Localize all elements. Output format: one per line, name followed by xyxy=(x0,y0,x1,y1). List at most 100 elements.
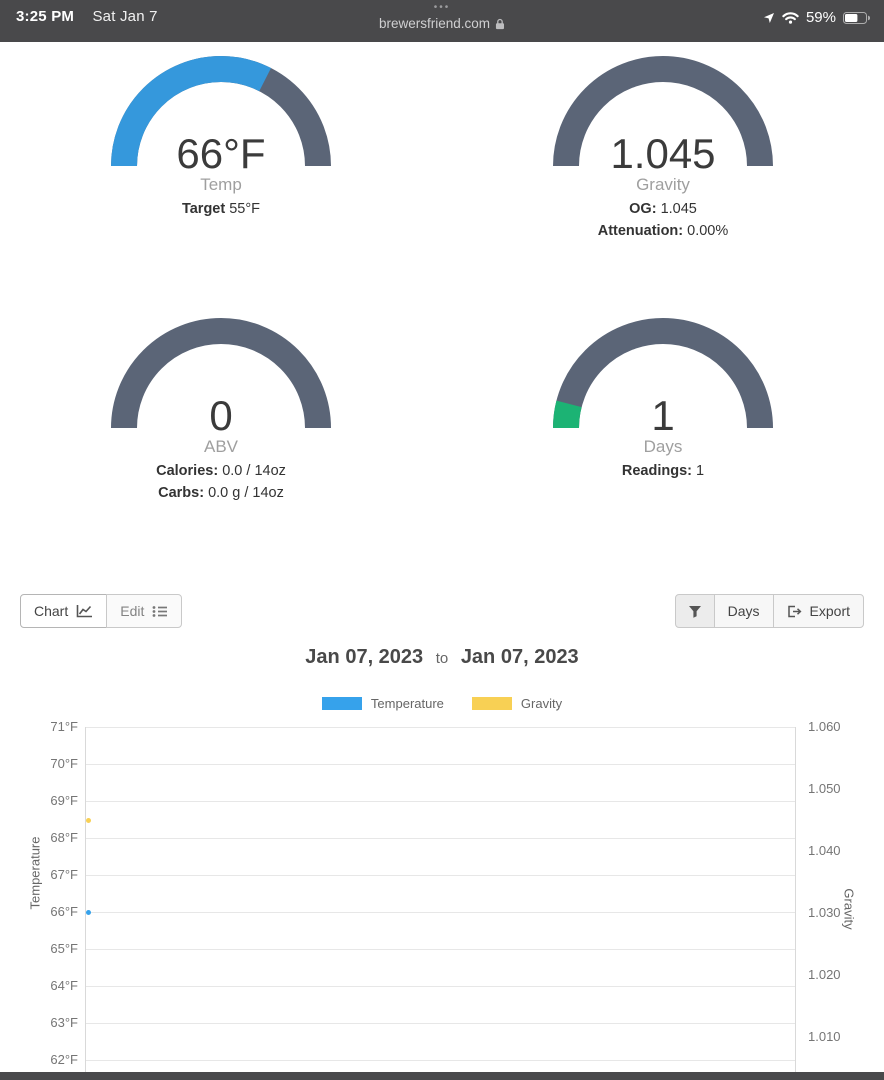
temp-label: Temp xyxy=(200,175,242,194)
gauge-gravity: 1.045 Gravity OG: 1.045 Attenuation: 0.00… xyxy=(442,56,884,242)
temperature-axis-tick: 65°F xyxy=(50,941,78,956)
export-button-label: Export xyxy=(809,603,850,619)
temperature-axis-tick: 67°F xyxy=(50,867,78,882)
temperature-axis-tick: 71°F xyxy=(50,721,78,734)
status-date: Sat Jan 7 xyxy=(92,8,158,25)
gravity-detail-line: OG: 1.045 xyxy=(629,201,697,217)
edit-tab-button[interactable]: Edit xyxy=(106,594,183,628)
gravity-legend-swatch xyxy=(471,697,512,710)
battery-percent: 59% xyxy=(805,9,836,26)
gravity-axis-tick: 1.010 xyxy=(808,1029,841,1044)
url-text[interactable]: brewersfriend.com xyxy=(378,16,491,31)
chart-actions-group: Days Export xyxy=(674,594,864,628)
chart-gridline xyxy=(85,986,795,987)
gravity-axis-tick: 1.050 xyxy=(808,781,841,796)
gravity-details: OG: 1.045 Attenuation: 0.00% xyxy=(598,198,729,242)
temperature-axis-tick: 66°F xyxy=(50,904,78,919)
gravity-axis-tick: 1.060 xyxy=(808,721,841,734)
days-button-label: Days xyxy=(727,603,760,619)
temp-gauge-arc xyxy=(111,56,331,167)
chart-gridline xyxy=(85,1023,795,1024)
gauge-days: 1 Days Readings: 1 xyxy=(442,318,884,504)
chart-date-range: Jan 07, 2023 to Jan 07, 2023 xyxy=(0,646,884,669)
chart-gridline xyxy=(85,764,795,765)
temperature-axis-tick: 63°F xyxy=(50,1015,78,1030)
view-switch-group: Chart Edit xyxy=(20,594,183,628)
chart-tab-label: Chart xyxy=(34,603,69,619)
filter-funnel-icon xyxy=(688,605,702,618)
gravity-axis-tick: 1.020 xyxy=(808,967,841,982)
edit-tab-label: Edit xyxy=(120,603,145,619)
chart-legend: Temperature Gravity xyxy=(0,696,884,711)
legend-item-gravity[interactable]: Gravity xyxy=(471,696,563,711)
gauge-row-1: 66°F Temp Target 55°F 1.045 Gravity OG: … xyxy=(0,56,884,242)
lock-icon xyxy=(495,18,505,30)
days-label: Days xyxy=(643,437,683,456)
temperature-axis-tick: 64°F xyxy=(50,978,78,993)
temp-details: Target 55°F xyxy=(182,198,260,220)
battery-icon xyxy=(843,11,870,24)
list-icon xyxy=(152,605,168,618)
footer-strip xyxy=(0,1072,884,1080)
chart-line-icon xyxy=(76,604,93,618)
gravity-gauge-arc xyxy=(553,56,773,167)
export-button[interactable]: Export xyxy=(772,594,864,628)
abv-value: 0 xyxy=(209,392,233,439)
status-icons: 59% xyxy=(763,9,870,26)
date-from: Jan 07, 2023 xyxy=(305,646,424,668)
abv-detail-line: Calories: 0.0 / 14oz xyxy=(156,463,286,479)
chart-gridline xyxy=(85,912,795,913)
chart-toolbar: Chart Edit xyxy=(20,594,864,628)
days-details: Readings: 1 xyxy=(622,460,704,482)
date-to: Jan 07, 2023 xyxy=(460,646,579,668)
temperature-axis-tick: 62°F xyxy=(50,1052,78,1067)
temperature-axis-tick: 70°F xyxy=(50,756,78,771)
wifi-icon xyxy=(782,11,799,24)
temperature-axis-tick: 68°F xyxy=(50,830,78,845)
tab-dots[interactable]: ••• xyxy=(433,2,451,13)
chart-tab-button[interactable]: Chart xyxy=(20,594,108,628)
legend-item-temperature[interactable]: Temperature xyxy=(321,696,444,711)
gauge-row-2: 0 ABV Calories: 0.0 / 14oz Carbs: 0.0 g /… xyxy=(0,318,884,504)
days-button[interactable]: Days xyxy=(713,594,774,628)
date-range-separator: to xyxy=(435,650,449,667)
chart-gridline xyxy=(85,875,795,876)
status-time: 3:25 PM xyxy=(16,8,75,25)
gauge-temp: 66°F Temp Target 55°F xyxy=(0,56,442,242)
filter-button[interactable] xyxy=(674,594,715,628)
chart-gridline xyxy=(85,801,795,802)
chart-gridline xyxy=(85,727,795,728)
days-gauge-arc xyxy=(553,318,773,429)
location-arrow-icon xyxy=(763,12,775,24)
gravity-axis-tick: 1.040 xyxy=(808,843,841,858)
gauge-abv: 0 ABV Calories: 0.0 / 14oz Carbs: 0.0 g /… xyxy=(0,318,442,504)
right-axis-title: Gravity xyxy=(841,888,857,930)
days-detail-line: Readings: 1 xyxy=(621,463,705,479)
gravity-legend-label: Gravity xyxy=(520,696,563,711)
days-value: 1 xyxy=(651,392,675,439)
chart-gridline xyxy=(85,1060,795,1061)
chart-gridline xyxy=(85,838,795,839)
url-row[interactable]: brewersfriend.com xyxy=(379,16,505,31)
temperature-data-point[interactable] xyxy=(85,909,91,915)
gauge-grid: 66°F Temp Target 55°F 1.045 Gravity OG: … xyxy=(0,42,884,504)
export-icon xyxy=(787,605,802,618)
chart-gridline xyxy=(85,949,795,950)
abv-detail-line: Carbs: 0.0 g / 14oz xyxy=(158,485,284,501)
right-axis-line xyxy=(795,727,796,1073)
address-bar[interactable]: ••• brewersfriend.com xyxy=(379,3,505,31)
chart-plot-area: Temperature Gravity 71°F 70°F 69°F 68°F 67°F… xyxy=(0,721,884,1073)
temperature-legend-swatch xyxy=(321,697,362,710)
abv-label: ABV xyxy=(203,437,239,456)
status-time-date: 3:25 PM Sat Jan 7 xyxy=(16,8,158,25)
temperature-axis-tick: 69°F xyxy=(50,793,78,808)
temp-detail-line: Target 55°F xyxy=(181,201,261,217)
abv-details: Calories: 0.0 / 14oz Carbs: 0.0 g / 14oz xyxy=(156,460,286,504)
left-axis-line xyxy=(85,727,86,1073)
temp-value: 66°F xyxy=(176,130,266,177)
gravity-label: Gravity xyxy=(636,175,690,194)
gravity-value: 1.045 xyxy=(610,130,716,177)
gravity-data-point[interactable] xyxy=(85,817,91,823)
gravity-detail-line: Attenuation: 0.00% xyxy=(597,223,729,239)
status-bar: 3:25 PM Sat Jan 7 ••• brewersfriend.com xyxy=(0,0,884,42)
